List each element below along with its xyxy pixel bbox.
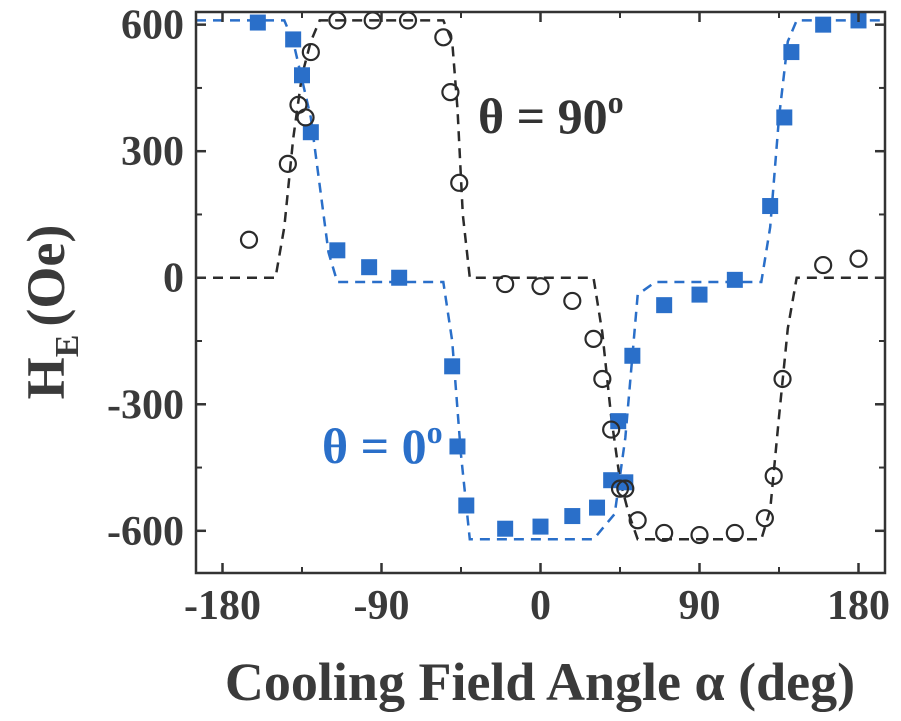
y-tick-label: -300 <box>107 382 184 428</box>
y-tick-label: 0 <box>163 256 184 302</box>
data-point-square <box>815 16 832 33</box>
data-point-circle <box>610 479 630 498</box>
data-point-circle <box>814 255 833 275</box>
x-tick-label: 90 <box>679 583 721 629</box>
y-tick-label: 300 <box>121 129 184 175</box>
y-tick-label: -600 <box>107 509 184 555</box>
data-point-square <box>603 472 620 489</box>
data-point-circle <box>725 523 744 543</box>
data-point-square <box>249 14 266 31</box>
y-axis-title-unit: (Oe) <box>16 225 76 327</box>
data-point-square <box>449 438 466 455</box>
data-point-square <box>285 31 302 48</box>
fit-curves <box>196 19 885 541</box>
data-point-circle <box>450 173 469 192</box>
data-point-circle <box>764 466 783 486</box>
data-point-circle <box>531 277 550 296</box>
data-point-circle <box>602 420 621 439</box>
data-point-square <box>610 413 627 430</box>
data-point-square <box>361 259 378 276</box>
data-point-circle <box>278 154 297 173</box>
data-point-square <box>458 497 475 514</box>
data-point-circle <box>563 291 582 311</box>
data-point-circle <box>239 230 259 249</box>
data-point-circle <box>849 249 868 268</box>
data-point-circle <box>301 42 320 62</box>
data-point-square <box>656 297 673 314</box>
annotation-theta-90-text: θ = 90 <box>478 88 608 144</box>
x-tick-label: 180 <box>827 583 890 629</box>
data-point-circle <box>616 479 635 498</box>
data-point-square <box>589 499 606 516</box>
data-point-square <box>564 508 581 525</box>
annotation-theta-90-degree: o <box>608 84 624 120</box>
data-point-circle <box>628 511 647 530</box>
data-point-circle <box>690 525 709 545</box>
annotation-theta-90: θ = 90o <box>478 84 624 144</box>
axis-ticks: -180 -90 0 90 180 -600 -300 0 300 600 <box>107 3 890 629</box>
data-point-circle <box>496 274 515 294</box>
fit-curve-theta-90 <box>196 19 885 541</box>
data-point-square <box>294 67 310 84</box>
data-point-circle <box>755 509 774 528</box>
data-point-square <box>391 269 408 286</box>
data-point-square <box>532 518 549 535</box>
data-point-circle <box>434 28 453 47</box>
data-point-circle <box>296 108 315 127</box>
data-point-square <box>329 242 346 259</box>
data-point-square <box>776 109 793 126</box>
data-point-square <box>762 198 779 215</box>
data-point-circle <box>593 369 612 389</box>
x-axis-title: Cooling Field Angle α (deg) <box>225 652 855 712</box>
data-point-circle <box>773 369 792 389</box>
data-point-circle <box>655 523 674 543</box>
y-axis-title: HE (Oe) <box>16 225 86 400</box>
data-point-circle <box>584 329 603 348</box>
x-tick-label: -180 <box>184 583 261 629</box>
data-point-square <box>783 44 800 61</box>
data-point-square <box>497 520 514 537</box>
data-point-square <box>444 358 461 375</box>
annotation-theta-0-text: θ = 0 <box>322 418 427 474</box>
y-axis-title-subscript: E <box>49 335 86 358</box>
data-points <box>239 11 868 545</box>
data-point-square <box>624 347 641 364</box>
data-point-square <box>302 124 319 141</box>
annotation-theta-0-degree: o <box>427 414 443 450</box>
y-axis-title-main: H <box>16 357 76 399</box>
annotation-theta-0: θ = 0o <box>322 414 443 474</box>
data-point-circle <box>441 83 460 102</box>
x-tick-label: 0 <box>530 583 551 629</box>
y-tick-label: 600 <box>121 3 184 49</box>
x-tick-label: -90 <box>354 583 410 629</box>
data-point-square <box>691 286 708 303</box>
data-point-square <box>726 271 743 288</box>
